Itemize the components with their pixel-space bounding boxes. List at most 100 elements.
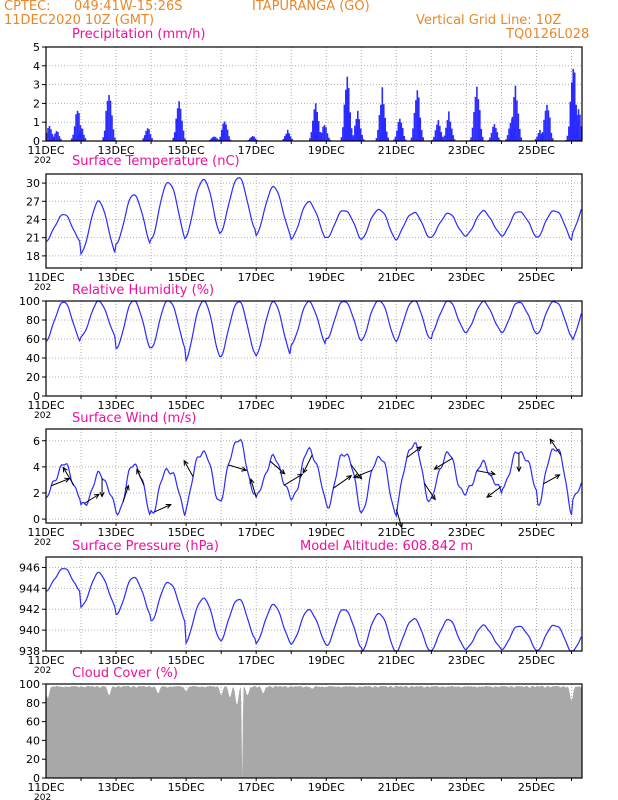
precip-bar bbox=[317, 121, 320, 141]
precip-bar bbox=[571, 138, 574, 141]
precip-bar bbox=[573, 72, 576, 141]
wind-vector-head bbox=[554, 474, 561, 480]
cloud-xtick-label: 15DEC bbox=[168, 781, 205, 794]
precip-bar bbox=[178, 101, 180, 141]
precip-bar bbox=[473, 111, 475, 141]
model-altitude: Model Altitude: 608.842 m bbox=[300, 539, 474, 554]
humidity-panel: 0 20 40 60 80 100 11DEC 13DEC 15DEC 17DEC 19DEC 21D… bbox=[19, 295, 583, 421]
precip-bar bbox=[288, 133, 290, 141]
precip-bar bbox=[575, 104, 577, 141]
wind-vector-head bbox=[430, 494, 436, 501]
precip-xtick-label: 23DEC bbox=[448, 144, 485, 157]
precip-bar bbox=[72, 134, 74, 141]
precip-bar bbox=[253, 136, 255, 141]
precip-bar bbox=[420, 130, 423, 141]
precip-bar bbox=[142, 138, 145, 141]
precip-bar bbox=[173, 132, 176, 141]
precip-bar bbox=[441, 136, 444, 141]
temperature-xtick-label: 19DEC bbox=[308, 271, 345, 284]
wind-vector-head bbox=[64, 477, 71, 483]
precip-xtick-label: 21DEC bbox=[378, 144, 415, 157]
precip-bar bbox=[470, 137, 472, 141]
precip-bar bbox=[574, 124, 577, 141]
wind-vector-head bbox=[136, 468, 142, 475]
temperature-ytick-label: 27 bbox=[26, 195, 40, 208]
precip-bar bbox=[112, 129, 115, 141]
precip-bar bbox=[312, 120, 314, 141]
precip-bar bbox=[549, 117, 551, 141]
wind-vector-head bbox=[352, 473, 359, 479]
precip-bar bbox=[519, 128, 521, 141]
pressure-xtick-label: 21DEC bbox=[378, 654, 415, 667]
humidity-ytick-label: 40 bbox=[26, 352, 40, 365]
precip-bar bbox=[536, 136, 538, 141]
precip-bar bbox=[291, 138, 293, 141]
precip-bar bbox=[216, 138, 218, 141]
precip-bar bbox=[397, 122, 400, 141]
wind-year-label: 202 bbox=[34, 538, 51, 548]
precip-bar bbox=[436, 124, 438, 141]
precip-bar bbox=[323, 125, 326, 141]
precip-bar bbox=[106, 100, 109, 141]
precip-bar bbox=[418, 97, 420, 141]
cloud-ytick-label: 60 bbox=[26, 716, 40, 729]
wind-vector-head bbox=[297, 473, 304, 479]
precip-bar bbox=[452, 135, 455, 141]
precip-bar bbox=[492, 126, 494, 141]
precip-bar bbox=[319, 137, 321, 141]
precip-bar bbox=[579, 114, 581, 141]
precip-bar bbox=[50, 129, 52, 141]
precip-bar bbox=[387, 137, 389, 141]
wind-vector bbox=[269, 460, 285, 475]
pressure-ytick-label: 942 bbox=[19, 603, 40, 616]
temperature-ytick-label: 24 bbox=[26, 213, 40, 226]
wind-vector-head bbox=[249, 478, 255, 485]
pressure-title: Surface Pressure (hPa) bbox=[72, 539, 219, 554]
wind-vector-head bbox=[397, 522, 404, 529]
precip-bar bbox=[433, 136, 435, 141]
precip-bar bbox=[396, 130, 398, 141]
humidity-xtick-label: 13DEC bbox=[98, 399, 135, 412]
precip-xtick-label: 15DEC bbox=[168, 144, 205, 157]
wind-vector bbox=[476, 470, 496, 475]
precip-bar bbox=[446, 120, 449, 141]
precip-bar bbox=[513, 97, 515, 141]
header-grid-note: Vertical Grid Line: 10Z bbox=[416, 13, 562, 28]
wind-vector bbox=[228, 464, 247, 471]
humidity-frame bbox=[45, 300, 583, 397]
wind-frame bbox=[45, 428, 583, 524]
precip-bar bbox=[495, 127, 497, 141]
precip-bar bbox=[109, 100, 112, 141]
precip-bar bbox=[70, 138, 73, 141]
wind-vector-head bbox=[346, 475, 353, 481]
cloud-title: Cloud Cover (%) bbox=[72, 666, 178, 681]
precip-bar bbox=[78, 113, 80, 141]
precip-bar bbox=[471, 127, 474, 141]
precip-bar bbox=[508, 137, 511, 141]
precip-bar bbox=[75, 114, 77, 141]
wind-vector bbox=[486, 486, 502, 498]
precip-bar bbox=[543, 119, 545, 141]
precip-bar bbox=[493, 124, 496, 141]
wind-vector bbox=[250, 478, 257, 498]
precip-bar bbox=[172, 137, 175, 141]
wind-vector-head bbox=[62, 466, 68, 473]
precip-bar bbox=[351, 139, 353, 141]
precip-bar bbox=[399, 118, 401, 141]
precip-bar bbox=[511, 116, 514, 141]
pressure-ytick-label: 946 bbox=[19, 561, 40, 574]
wind-vector bbox=[353, 469, 372, 478]
precip-xtick-label: 11DEC bbox=[27, 144, 64, 157]
precip-bar bbox=[55, 131, 58, 141]
precip-bar bbox=[313, 109, 316, 141]
precip-bar bbox=[479, 110, 481, 141]
precip-bar bbox=[75, 138, 78, 141]
temperature-ytick-label: 30 bbox=[26, 177, 40, 190]
wind-vector bbox=[283, 473, 303, 486]
cloud-ytick-label: 20 bbox=[26, 753, 40, 766]
precip-bar bbox=[176, 108, 179, 141]
precip-bar bbox=[413, 112, 416, 141]
precip-ytick-label: 5 bbox=[33, 41, 40, 54]
precip-bar bbox=[326, 133, 329, 141]
pressure-xtick-label: 25DEC bbox=[518, 654, 555, 667]
